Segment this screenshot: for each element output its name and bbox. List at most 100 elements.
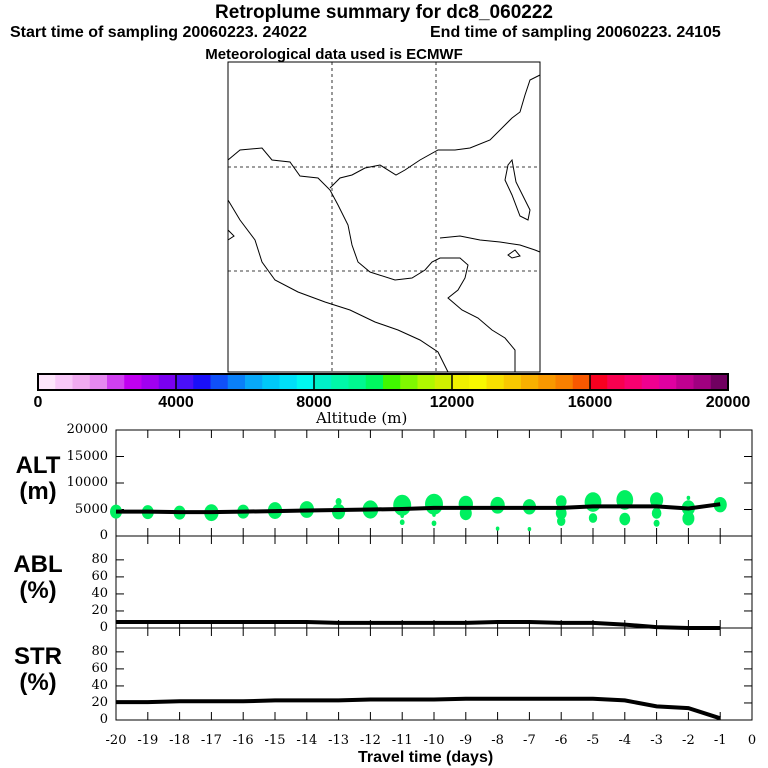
coastlines	[227, 74, 541, 373]
plume-point	[399, 519, 405, 526]
x-tick-label: -5	[586, 733, 600, 748]
colorbar-swatch	[434, 374, 453, 390]
colorbar-swatch	[383, 374, 401, 390]
plume-point	[653, 519, 660, 527]
colorbar-swatch	[676, 374, 694, 390]
figure-title: Retroplume summary for dc8_060222	[215, 2, 553, 23]
panel-label-line: (%)	[19, 577, 57, 604]
plume-point	[431, 520, 437, 527]
colorbar-tick-label: 0	[33, 394, 43, 411]
colorbar-swatch	[365, 374, 384, 390]
colorbar-swatch	[452, 374, 470, 390]
x-tick-label: -20	[105, 733, 127, 748]
abl-y-tick-label: 0	[99, 620, 108, 635]
colorbar-swatch	[590, 374, 608, 390]
plume-point	[335, 498, 342, 506]
colorbar-tick-label: 8000	[296, 394, 332, 411]
colorbar-tick-label: 12000	[429, 394, 475, 411]
colorbar-swatch	[262, 374, 280, 390]
abl-panel-label: ABL (%)	[10, 552, 66, 604]
colorbar-swatch	[314, 374, 332, 390]
colorbar-tick-label: 4000	[158, 394, 194, 411]
plume-point	[584, 492, 602, 512]
colorbar-border	[37, 373, 729, 391]
x-tick-label: -18	[169, 733, 191, 748]
colorbar	[37, 373, 729, 391]
colorbar-swatch	[158, 374, 177, 390]
panel-label-line: (m)	[19, 478, 57, 505]
abl-y-tick-label: 60	[91, 568, 108, 584]
colorbar-swatch	[348, 374, 367, 390]
abl-y-tick-label: 80	[91, 551, 108, 567]
str-y-tick-label: 60	[91, 660, 108, 676]
colorbar-swatch	[521, 374, 539, 390]
colorbar-swatch	[417, 374, 436, 390]
start-time: Start time of sampling 20060223. 24022	[10, 24, 308, 41]
map-frame	[227, 61, 541, 373]
colorbar-tick-label: 16000	[567, 394, 613, 411]
colorbar-tick-label: 20000	[705, 394, 751, 411]
abl-y-tick-label: 20	[91, 602, 108, 618]
alt-y-tick-label: 0	[99, 528, 108, 543]
colorbar-swatch	[245, 374, 263, 390]
colorbar-swatch	[141, 374, 160, 390]
x-tick-label: -19	[137, 733, 159, 748]
panel-label-line: (%)	[19, 669, 57, 696]
x-tick-label: -16	[232, 733, 254, 748]
x-tick-label: -13	[328, 733, 350, 748]
plume-point	[686, 495, 691, 500]
x-tick-label: -2	[682, 733, 695, 748]
plume-point	[555, 506, 567, 520]
alt-panel-label: ALT (m)	[10, 453, 66, 505]
colorbar-swatch	[693, 374, 712, 390]
panel-label-line: ABL	[13, 551, 63, 578]
colorbar-swatch	[107, 374, 125, 390]
x-tick-label: -14	[296, 733, 318, 748]
str-line	[116, 696, 721, 721]
colorbar-swatch	[193, 374, 211, 390]
x-tick-label: 0	[747, 733, 757, 748]
colorbar-swatch	[296, 374, 315, 390]
str-y-tick-label: 0	[99, 712, 108, 727]
colorbar-swatch	[124, 374, 142, 390]
x-tick-label: -3	[650, 733, 663, 748]
colorbar-swatch	[469, 374, 487, 390]
abl-line	[116, 620, 721, 630]
colorbar-swatch	[555, 374, 574, 390]
x-tick-label: -4	[618, 733, 632, 748]
abl-panel-frame	[115, 535, 753, 629]
str-y-tick-label: 20	[91, 694, 108, 710]
str-y-tick-label: 80	[91, 643, 108, 659]
colorbar-swatch	[227, 374, 246, 390]
colorbar-swatch	[176, 374, 194, 390]
colorbar-swatch	[710, 374, 729, 390]
alt-y-tick-label: 5000	[74, 501, 108, 517]
x-tick-label: -11	[391, 733, 413, 748]
plume-point	[400, 513, 405, 518]
plume-point	[393, 494, 412, 516]
colorbar-swatch	[624, 374, 643, 390]
alt-y-tick-label: 10000	[66, 475, 108, 490]
x-tick-label: -17	[200, 733, 222, 748]
colorbar-swatch	[503, 374, 522, 390]
abl-y-tick-label: 40	[91, 585, 108, 601]
plume-point	[495, 526, 500, 531]
plume-point	[555, 495, 567, 508]
plume-point	[527, 527, 532, 532]
colorbar-swatch	[486, 374, 505, 390]
colorbar-swatch	[572, 374, 591, 390]
plume-point	[425, 493, 443, 515]
plume-point	[557, 516, 566, 527]
x-tick-label: -1	[713, 733, 727, 748]
panel-label-line: ALT	[15, 452, 61, 479]
colorbar-swatch	[38, 374, 56, 390]
alt-y-tick-label: 15000	[66, 448, 108, 464]
plume-point	[432, 512, 436, 517]
x-tick-label: -6	[554, 733, 568, 748]
colorbar-label: Altitude (m)	[316, 409, 408, 427]
alt-line	[116, 502, 721, 515]
str-y-tick-label: 40	[91, 677, 108, 693]
map	[227, 61, 541, 373]
